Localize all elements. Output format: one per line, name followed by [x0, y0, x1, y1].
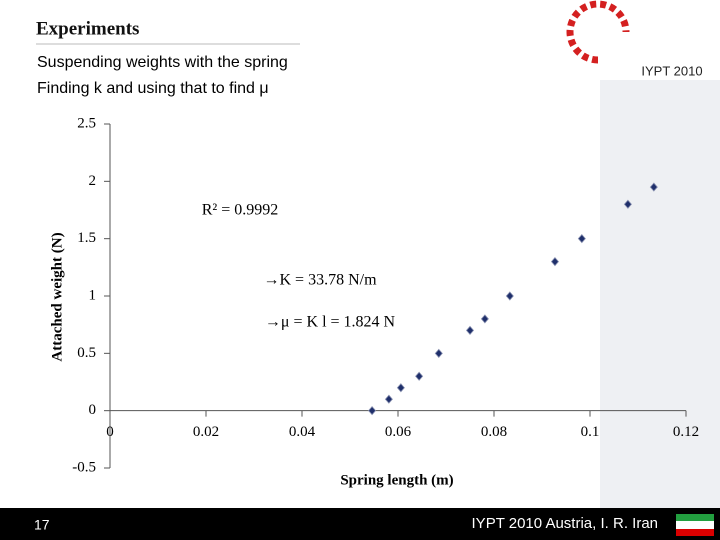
- y-tick-label: 0: [89, 402, 97, 418]
- data-point: [623, 199, 632, 209]
- x-tick-label: 0.12: [673, 424, 699, 440]
- data-point: [550, 256, 559, 267]
- x-tick-label: 0.02: [193, 424, 219, 440]
- y-tick-label: 2: [89, 173, 97, 189]
- flag-stripe: [676, 514, 714, 521]
- y-tick-label: 1: [89, 287, 97, 303]
- slide-line: Finding k and using that to find μ: [37, 80, 269, 97]
- data-point: [577, 234, 586, 244]
- annotation: R² = 0.9992: [202, 202, 279, 219]
- logo-ring: [566, 0, 630, 64]
- x-tick-label: 0: [106, 424, 114, 440]
- slide-line: Suspending weights with the spring: [37, 54, 288, 71]
- annotation: →K = 33.78 N/m: [263, 272, 377, 289]
- flag-stripe: [676, 529, 714, 536]
- x-tick-label: 0.08: [481, 424, 507, 440]
- data-point: [465, 325, 475, 336]
- data-point: [434, 348, 443, 358]
- data-point: [480, 314, 489, 324]
- data-point: [396, 383, 405, 393]
- x-tick-label: 0.06: [385, 424, 412, 440]
- y-tick-label: 1.5: [77, 230, 96, 246]
- x-tick-label: 0.04: [289, 424, 316, 440]
- footer-text: IYPT 2010 Austria, I. R. Iran: [472, 515, 658, 532]
- y-tick-label: 0.5: [77, 345, 96, 361]
- x-tick-label: 0.1: [581, 424, 600, 440]
- data-point: [415, 371, 424, 381]
- building-backdrop: [600, 80, 720, 510]
- data-point: [649, 182, 658, 192]
- annotation: →μ = K l = 1.824 N: [265, 314, 396, 331]
- footer-bar: [0, 508, 720, 540]
- data-point: [384, 394, 393, 404]
- logo-text: IYPT 2010: [641, 63, 702, 78]
- slide-title: Experiments: [36, 18, 139, 39]
- data-point: [505, 291, 514, 301]
- chart: 2.5 2 1.5 1 0.5 0 -0.5 0 0.02 0.04 0.06 0.08 0.1 0.12…: [49, 115, 699, 488]
- y-tick-label: 2.5: [77, 115, 96, 131]
- logo-arc: [566, 0, 630, 64]
- y-axis-label: Attached weight (N): [49, 232, 65, 361]
- data-point: [368, 406, 377, 416]
- y-tick-label: -0.5: [72, 459, 96, 475]
- x-axis-label: Spring length (m): [340, 472, 453, 488]
- page-number: 17: [34, 517, 50, 533]
